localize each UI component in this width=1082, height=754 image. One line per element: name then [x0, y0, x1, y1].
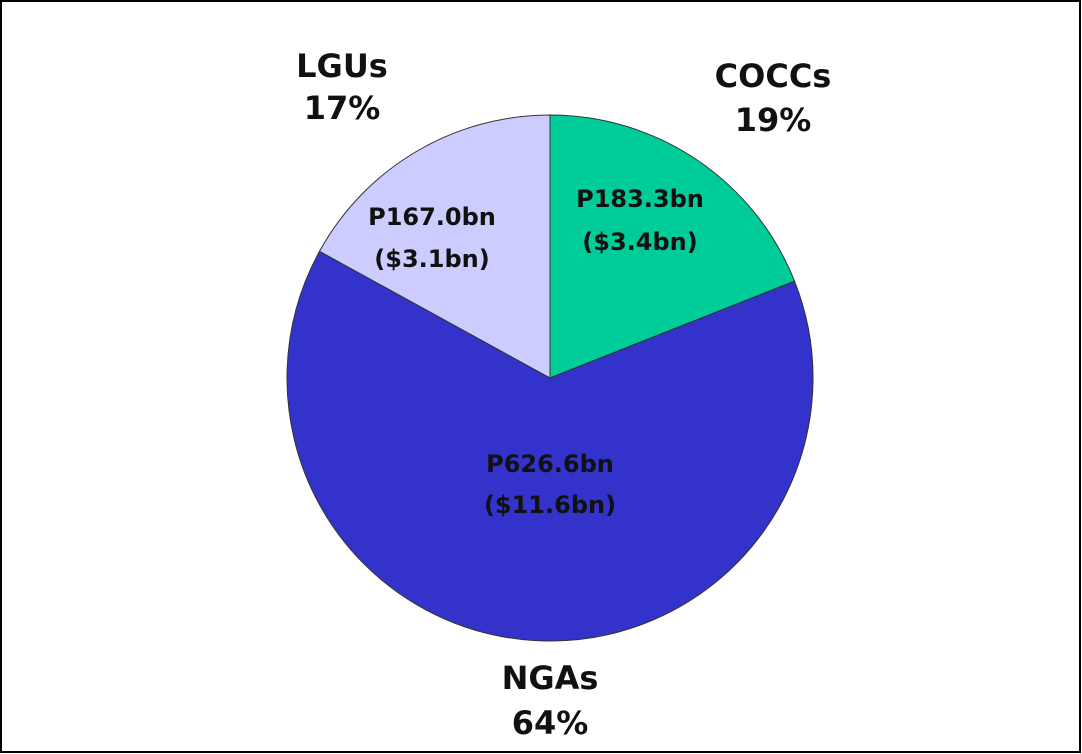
slice-name: COCCs — [715, 57, 832, 95]
labels: COCCs 19% P183.3bn ($3.4bn) NGAs 64% P626.6bn (… — [296, 47, 831, 742]
slice-amount: P167.0bn — [368, 203, 496, 231]
slice-amount: P183.3bn — [576, 185, 704, 213]
slice-percent: 64% — [512, 704, 589, 742]
slice-name: NGAs — [502, 659, 599, 697]
slice-amount: P626.6bn — [486, 450, 614, 478]
pie-slice — [286, 250, 814, 642]
slice-amount-usd: ($11.6bn) — [484, 491, 616, 519]
pie-slice — [318, 114, 551, 379]
pie — [286, 114, 814, 642]
slice-amount-usd: ($3.1bn) — [374, 245, 489, 273]
slice-percent: 17% — [304, 89, 381, 127]
pie-slice — [549, 114, 796, 379]
slice-amount-usd: ($3.4bn) — [582, 228, 697, 256]
slice-name: LGUs — [296, 47, 388, 85]
slice-percent: 19% — [735, 101, 812, 139]
